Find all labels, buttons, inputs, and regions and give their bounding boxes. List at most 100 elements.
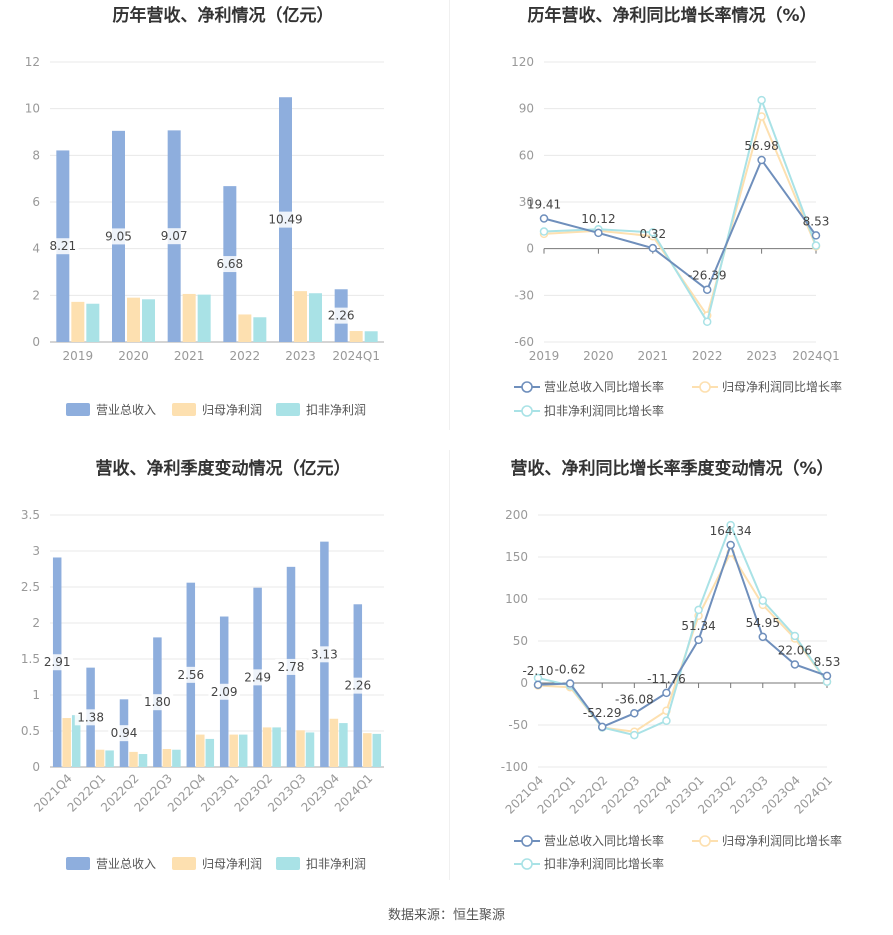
y-tick-label: 3.5	[21, 508, 40, 522]
data-label: 8.53	[803, 214, 830, 228]
data-label: -36.08	[615, 692, 654, 706]
bar	[238, 314, 252, 342]
bar	[305, 732, 315, 767]
chart-title: 历年营收、净利同比增长率情况（%）	[527, 5, 816, 26]
legend-swatch	[276, 403, 300, 416]
bar	[349, 331, 363, 342]
bar	[339, 723, 348, 767]
bar	[71, 715, 81, 767]
data-label-bg	[342, 677, 374, 694]
bar	[294, 291, 307, 342]
data-point	[822, 671, 832, 681]
y-tick-label: 150	[505, 550, 528, 564]
y-tick-label: 12	[25, 55, 40, 69]
bar	[309, 293, 322, 342]
legend-label: 归母净利润同比增长率	[722, 833, 842, 848]
legend-swatch	[276, 857, 300, 870]
bar	[182, 293, 196, 342]
bar	[296, 730, 305, 767]
bar	[262, 727, 272, 767]
legend-marker	[521, 405, 533, 417]
legend-marker	[699, 381, 711, 393]
data-label: 51.34	[681, 619, 715, 633]
data-label: -0.62	[555, 663, 586, 677]
bar	[196, 734, 205, 767]
x-tick-label: 2021	[174, 349, 205, 363]
data-label: 8.21	[49, 239, 76, 253]
bar	[138, 754, 148, 767]
data-label: 9.05	[105, 229, 132, 243]
y-tick-label: 100	[505, 592, 528, 606]
data-point	[694, 605, 703, 615]
legend-label: 归母净利润	[202, 857, 262, 871]
y-tick-label: -30	[514, 288, 534, 302]
legend-marker	[521, 858, 533, 870]
bar	[129, 751, 138, 767]
x-tick-label: 2020	[583, 349, 614, 363]
bar	[71, 301, 85, 342]
data-point	[533, 680, 543, 690]
bar	[162, 749, 172, 767]
y-tick-label: -50	[508, 718, 528, 732]
legend-swatch	[66, 857, 90, 870]
x-tick-label: 2024Q1	[332, 349, 380, 363]
legend-label: 归母净利润同比增长率	[722, 379, 842, 394]
data-label: 2.56	[177, 668, 204, 682]
data-point	[594, 228, 603, 238]
chart-title: 营收、净利同比增长率季度变动情况（%）	[510, 458, 833, 479]
bar	[372, 733, 382, 767]
legend-swatch	[172, 857, 196, 870]
y-tick-label: 1	[32, 688, 40, 702]
data-point	[811, 241, 821, 250]
annual-growth-rate-chart: 历年营收、净利同比增长率情况（%） -60 -30 0 30 60 90 120 2019 202…	[450, 0, 893, 430]
legend-label: 营业总收入	[96, 857, 156, 871]
bar	[197, 294, 211, 342]
data-point	[648, 243, 658, 253]
data-point	[811, 231, 821, 240]
data-label-bg	[47, 238, 79, 255]
data-label: 2.49	[244, 670, 271, 684]
data-label: 2.09	[211, 685, 238, 699]
legend-marker	[699, 835, 711, 847]
data-point	[790, 660, 800, 669]
legend-label: 归母净利润	[202, 403, 262, 417]
bar	[62, 718, 71, 767]
data-label-bg	[175, 666, 207, 683]
panel-divider	[449, 0, 450, 430]
data-label: 6.68	[216, 257, 243, 271]
data-point	[630, 709, 639, 718]
bar	[86, 303, 100, 342]
data-label-bg	[214, 256, 246, 273]
data-label-bg	[141, 694, 174, 711]
bar	[172, 749, 181, 767]
x-tick-label: 2020	[118, 349, 149, 363]
data-label-bg	[102, 228, 135, 245]
data-label: 54.95	[746, 616, 780, 630]
y-tick-label: 60	[519, 148, 534, 162]
legend-marker	[521, 381, 533, 393]
quarterly-revenue-profit-chart: 营收、净利季度变动情况（亿元） 0 0.5 1 1.5 2 2.5 3 3.5 2021Q4 2.9…	[0, 450, 446, 890]
y-tick-label: 0	[526, 242, 534, 256]
x-tick-label: 2023	[746, 349, 777, 363]
x-tick-label: 2021	[638, 349, 669, 363]
y-tick-label: 0	[32, 760, 40, 774]
data-label: 2.26	[328, 309, 355, 323]
data-label: 9.07	[161, 229, 188, 243]
x-tick-label: 2022	[692, 349, 723, 363]
data-label-bg	[158, 228, 190, 245]
bar	[205, 738, 215, 767]
y-tick-label: 0.5	[21, 724, 40, 738]
data-label-bg	[275, 658, 307, 675]
y-tick-label: 2	[32, 288, 40, 302]
y-tick-label: -100	[501, 760, 528, 774]
y-tick-label: 6	[32, 195, 40, 209]
data-point	[648, 228, 658, 237]
bar	[363, 733, 372, 767]
data-label: 2.26	[344, 679, 371, 693]
series-line	[537, 541, 828, 729]
legend-label: 扣非净利润	[306, 403, 366, 417]
data-label: 56.98	[744, 139, 778, 153]
bar	[105, 750, 114, 767]
bar	[95, 749, 105, 767]
data-label: 10.12	[581, 212, 615, 226]
